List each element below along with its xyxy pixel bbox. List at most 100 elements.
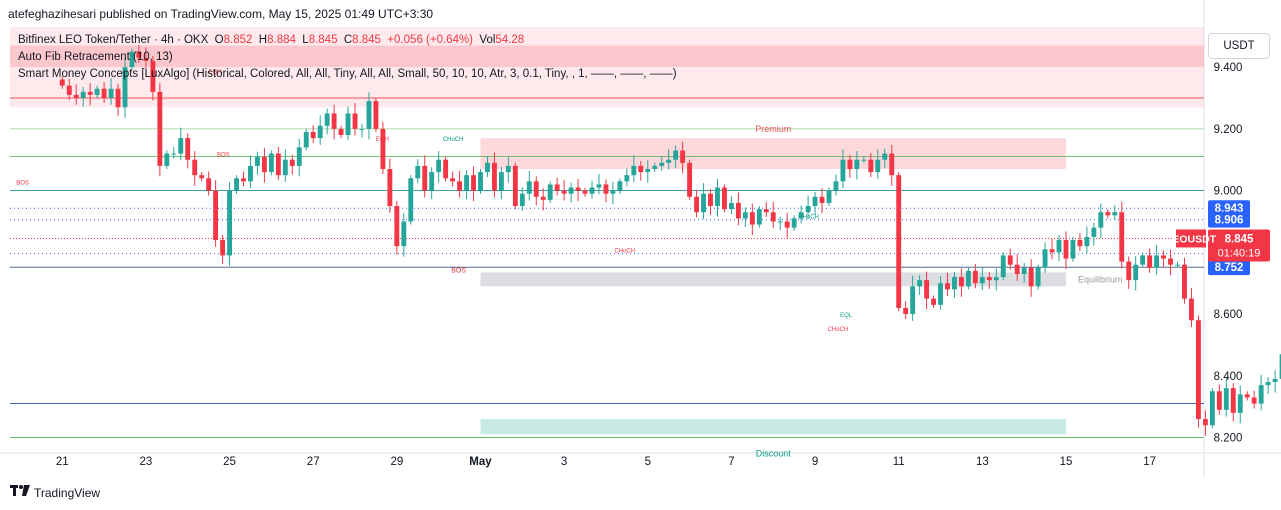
candle: [791, 215, 797, 231]
candle-body: [1063, 240, 1069, 259]
candle: [491, 152, 497, 198]
candle: [1140, 252, 1146, 268]
candle: [275, 146, 281, 181]
candle: [715, 178, 720, 217]
candle: [554, 177, 560, 196]
open-value: 8.852: [223, 34, 253, 46]
candle-body: [241, 178, 246, 182]
candle: [993, 268, 999, 291]
candle: [178, 127, 184, 161]
candle-body: [1237, 394, 1243, 413]
candle: [603, 179, 609, 203]
candle: [708, 188, 713, 215]
candle: [303, 128, 309, 151]
candle-body: [206, 178, 212, 191]
candle: [317, 115, 323, 145]
currency-button[interactable]: USDT: [1208, 33, 1270, 59]
x-tick-13: 17: [1143, 456, 1156, 468]
candle-body: [150, 60, 156, 92]
candle-body: [164, 153, 170, 166]
candle-body: [1279, 354, 1281, 379]
candle: [854, 151, 860, 180]
candle-body: [491, 162, 497, 191]
candle-body: [1168, 258, 1173, 265]
bos-marker: BOS: [217, 153, 230, 159]
bos-marker-2: BOS: [16, 180, 29, 186]
candle: [108, 78, 114, 105]
close-label: C: [343, 34, 353, 46]
candle: [979, 266, 985, 291]
candle-body: [1070, 240, 1076, 259]
candle: [234, 175, 239, 194]
candle: [805, 195, 811, 220]
candle: [610, 181, 616, 205]
candle: [1216, 384, 1222, 415]
candle-body: [1077, 240, 1083, 247]
candle-body: [115, 88, 121, 108]
candle: [1077, 233, 1083, 252]
candle: [812, 191, 818, 215]
candle-body: [1161, 255, 1167, 259]
candle: [345, 106, 351, 140]
candle: [1182, 257, 1187, 304]
candle: [241, 171, 246, 187]
candle-body: [485, 162, 490, 173]
symbol-title[interactable]: Bitfinex LEO Token/Tether · 4h · OKX: [18, 34, 209, 46]
candle-body: [819, 196, 825, 203]
candle: [1209, 388, 1215, 429]
candle-body: [1182, 264, 1187, 299]
candle: [1042, 242, 1048, 273]
candle: [422, 155, 428, 198]
volume-value: 54.28: [495, 34, 525, 46]
candle: [861, 156, 867, 163]
candle: [366, 92, 372, 140]
candle-body: [1140, 255, 1146, 265]
candle: [561, 180, 567, 201]
candle-body: [324, 113, 330, 126]
candle-body: [958, 277, 964, 287]
candle-body: [436, 159, 442, 173]
candle-body: [261, 156, 267, 173]
candle: [694, 189, 700, 218]
candle-body: [1091, 227, 1097, 237]
candle: [289, 154, 295, 175]
candle-body: [1202, 419, 1208, 426]
candle-body: [568, 187, 574, 194]
x-tick-7: 5: [645, 456, 651, 468]
candle-body: [875, 159, 881, 173]
candle: [1175, 261, 1180, 268]
indicator-smc-legend[interactable]: Smart Money Concepts [LuxAlgo] (Historic…: [18, 68, 677, 80]
candle: [512, 162, 518, 210]
candle: [749, 203, 755, 236]
candle-body: [73, 94, 79, 98]
open-label: O: [214, 34, 224, 46]
level-tag-3: [1208, 259, 1250, 276]
candle: [66, 78, 72, 100]
candle: [1237, 385, 1243, 424]
x-tick-10: 11: [893, 456, 905, 468]
candle: [582, 187, 588, 197]
candle: [359, 123, 365, 138]
candle-body: [415, 165, 421, 179]
candle-body: [296, 147, 302, 166]
discount-label: Discount: [756, 449, 792, 459]
candle-body: [861, 159, 867, 161]
candle: [394, 201, 400, 255]
candle: [931, 295, 936, 308]
candle: [1098, 203, 1104, 239]
candle-body: [59, 79, 65, 86]
candle: [498, 167, 504, 200]
candle: [310, 125, 316, 144]
y-tick-4: 8.400: [1214, 371, 1243, 383]
candle: [478, 169, 483, 194]
candle: [1028, 259, 1034, 297]
candle-body: [735, 202, 741, 219]
candle: [227, 181, 233, 266]
candle-body: [275, 153, 281, 176]
candle-body: [387, 169, 393, 207]
eqh-marker-2: EQH: [376, 137, 389, 143]
indicator-fib-legend[interactable]: Auto Fib Retracement (10, 13): [18, 51, 173, 63]
candle-body: [1049, 249, 1055, 253]
candle-body: [519, 193, 525, 207]
